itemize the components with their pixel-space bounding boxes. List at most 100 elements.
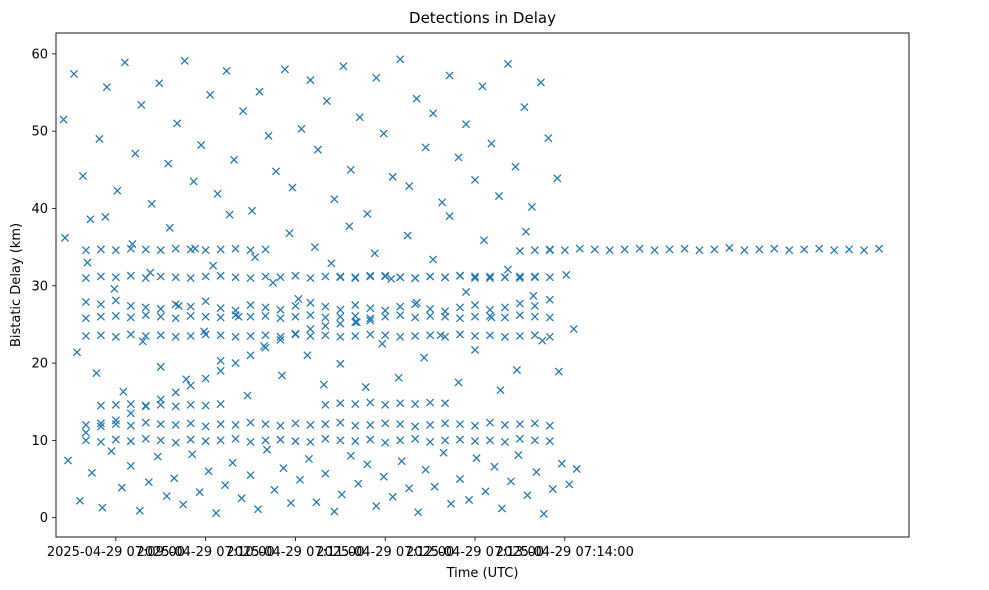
- data-point: [336, 359, 345, 368]
- data-point: [411, 274, 420, 283]
- data-point: [429, 255, 438, 264]
- data-point: [135, 506, 144, 515]
- data-point: [411, 434, 420, 443]
- data-point: [321, 272, 330, 281]
- data-point: [126, 461, 135, 470]
- data-point: [231, 306, 240, 315]
- data-point: [351, 437, 360, 446]
- data-point: [370, 249, 379, 258]
- data-point: [113, 186, 122, 195]
- data-point: [321, 313, 330, 322]
- series-track-24: [81, 330, 554, 341]
- data-point: [530, 436, 539, 445]
- data-point: [246, 471, 255, 480]
- data-point: [351, 318, 360, 327]
- data-point: [276, 332, 285, 341]
- data-point: [461, 120, 471, 129]
- data-point: [237, 494, 246, 503]
- data-markers: [59, 55, 884, 518]
- series-track-15: [321, 398, 450, 409]
- data-point: [426, 420, 435, 429]
- y-tick-label: 40: [31, 202, 48, 217]
- data-point: [126, 421, 135, 430]
- data-point: [96, 437, 105, 446]
- data-point: [276, 435, 285, 444]
- data-point: [430, 482, 439, 491]
- data-point: [336, 305, 345, 314]
- data-point: [141, 434, 150, 443]
- data-point: [81, 436, 90, 445]
- data-point: [403, 231, 412, 240]
- y-axis-label: Bistatic Delay (km): [9, 223, 24, 347]
- data-point: [336, 312, 345, 321]
- data-point: [339, 62, 348, 71]
- data-point: [426, 304, 435, 314]
- data-point: [396, 273, 405, 282]
- data-point: [201, 401, 210, 410]
- data-point: [96, 300, 105, 309]
- data-point: [412, 94, 421, 103]
- data-point: [421, 465, 430, 474]
- data-point: [441, 399, 450, 408]
- data-point: [336, 436, 345, 445]
- data-point: [470, 312, 480, 321]
- data-point: [500, 437, 509, 446]
- data-point: [514, 451, 523, 460]
- x-tick-label: 2025-04-29 07:12:00: [316, 545, 454, 560]
- data-point: [445, 212, 454, 221]
- data-point: [276, 273, 285, 282]
- data-point: [387, 274, 396, 283]
- data-point: [456, 271, 465, 280]
- data-point: [197, 141, 206, 150]
- data-point: [285, 229, 294, 238]
- data-point: [137, 100, 146, 109]
- data-point: [141, 418, 150, 427]
- series-track-31b: [81, 271, 554, 283]
- data-point: [481, 487, 490, 496]
- data-point: [186, 311, 195, 320]
- data-point: [111, 435, 120, 444]
- data-point: [515, 272, 524, 281]
- data-point: [173, 119, 182, 128]
- data-point: [346, 165, 355, 174]
- data-point: [171, 244, 180, 253]
- data-point: [515, 331, 524, 341]
- data-point: [330, 195, 339, 204]
- data-point: [288, 183, 297, 192]
- data-point: [212, 508, 221, 518]
- series-track-14: [96, 400, 225, 411]
- data-point: [503, 59, 512, 68]
- data-point: [515, 299, 524, 308]
- data-point: [485, 305, 495, 314]
- data-point: [156, 436, 165, 445]
- data-point: [126, 400, 135, 409]
- data-point: [141, 331, 150, 341]
- data-point: [411, 331, 420, 341]
- data-point: [441, 419, 450, 428]
- data-point: [530, 272, 539, 281]
- data-point: [438, 198, 447, 207]
- data-point: [366, 330, 375, 339]
- data-point: [119, 387, 128, 396]
- data-point: [195, 488, 204, 497]
- chart-title: Detections in Delay: [409, 9, 556, 27]
- data-point: [456, 303, 465, 312]
- data-point: [111, 311, 120, 320]
- data-point: [345, 222, 354, 231]
- data-point: [388, 172, 397, 181]
- data-point: [740, 246, 749, 255]
- data-point: [291, 312, 300, 321]
- data-point: [304, 454, 313, 463]
- data-point: [147, 199, 156, 208]
- data-point: [201, 374, 210, 383]
- data-point: [470, 272, 480, 281]
- series-track-26: [81, 311, 554, 323]
- data-point: [250, 253, 260, 262]
- data-point: [306, 325, 315, 334]
- data-point: [120, 58, 129, 67]
- data-point: [188, 450, 197, 459]
- data-point: [216, 331, 225, 340]
- data-point: [500, 313, 509, 322]
- data-point: [201, 437, 210, 446]
